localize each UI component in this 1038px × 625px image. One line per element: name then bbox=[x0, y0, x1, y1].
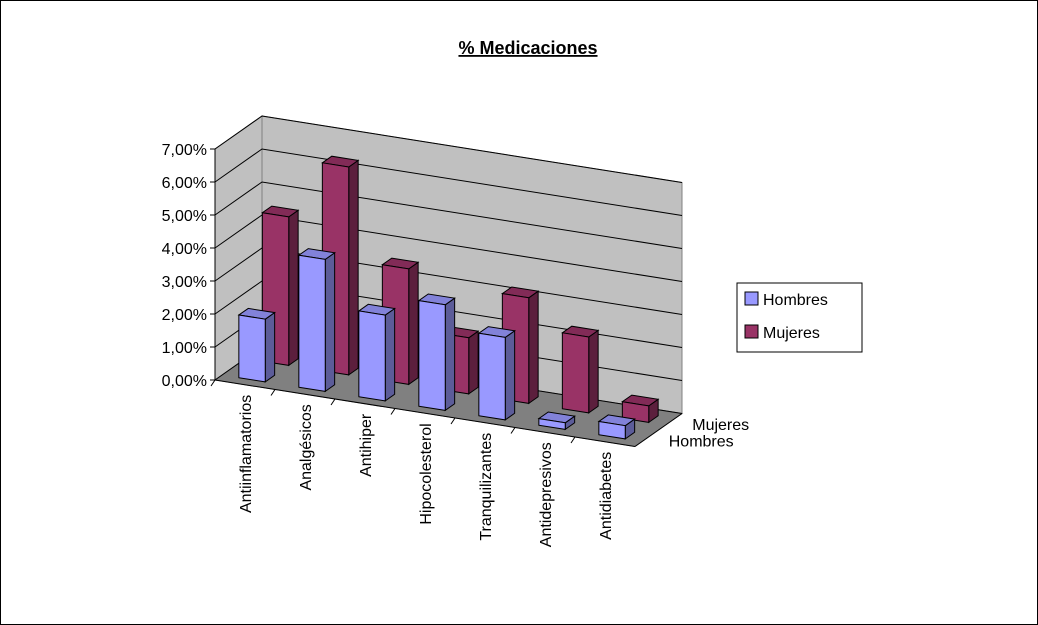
x-tick bbox=[450, 417, 456, 425]
y-tick-label: 2,00% bbox=[162, 307, 207, 324]
bar-side bbox=[468, 330, 479, 395]
x-tick-label: Antihiper bbox=[358, 413, 375, 477]
bar-side bbox=[324, 251, 336, 393]
chart-title: % Medicaciones bbox=[458, 38, 597, 58]
legend-swatch bbox=[744, 291, 759, 306]
grid-line bbox=[214, 115, 683, 183]
x-tick bbox=[570, 436, 576, 444]
y-tick-label: 3,00% bbox=[162, 274, 207, 291]
grid-line bbox=[214, 181, 683, 249]
x-tick-label: Tranquilizantes bbox=[478, 433, 495, 541]
bar-front bbox=[538, 418, 566, 430]
x-tick-label: Hipocolesterol bbox=[418, 423, 435, 524]
bar bbox=[537, 411, 576, 431]
bar bbox=[561, 325, 600, 414]
x-tick bbox=[330, 398, 336, 406]
depth-axis bbox=[634, 413, 683, 447]
y-tick-label: 6,00% bbox=[162, 175, 207, 192]
bar-side bbox=[504, 329, 516, 421]
legend-swatch bbox=[744, 324, 759, 339]
bar-front bbox=[298, 254, 326, 392]
x-tick bbox=[510, 427, 516, 434]
x-tick-label: Antidepresivos bbox=[538, 442, 555, 547]
bar-front bbox=[418, 300, 446, 411]
legend-label: Hombres bbox=[763, 292, 828, 309]
bar-front bbox=[561, 332, 590, 414]
bar bbox=[417, 293, 456, 412]
legend-label: Mujeres bbox=[763, 325, 820, 342]
y-tick-label: 7,00% bbox=[162, 142, 207, 159]
bar-side bbox=[444, 297, 456, 412]
x-tick-label: Antidiabetes bbox=[598, 452, 615, 540]
x-tick bbox=[270, 389, 276, 396]
depth-label: Hombres bbox=[669, 433, 734, 450]
bar-front bbox=[238, 314, 266, 383]
x-tick bbox=[210, 379, 216, 387]
bar-front bbox=[478, 332, 506, 421]
bar bbox=[477, 326, 516, 421]
bar bbox=[297, 248, 336, 393]
x-tick bbox=[390, 408, 396, 415]
y-tick-label: 5,00% bbox=[162, 208, 207, 225]
y-tick-label: 1,00% bbox=[162, 340, 207, 357]
depth-label: Mujeres bbox=[692, 417, 749, 434]
bar bbox=[621, 394, 660, 424]
x-tick-label: Analgésicos bbox=[298, 404, 315, 490]
bar-side bbox=[264, 311, 276, 383]
grid-line bbox=[214, 148, 683, 216]
bar bbox=[237, 307, 276, 383]
bar-front bbox=[621, 401, 650, 423]
bar bbox=[357, 303, 396, 402]
y-tick-label: 4,00% bbox=[162, 241, 207, 258]
bar-front bbox=[358, 310, 386, 402]
bar-side bbox=[348, 159, 359, 376]
bar-side bbox=[288, 209, 299, 367]
y-tick-label: 0,00% bbox=[162, 373, 207, 390]
bar bbox=[597, 414, 636, 440]
x-axis bbox=[214, 379, 636, 447]
bar-side bbox=[384, 307, 396, 402]
bar-side bbox=[408, 261, 419, 386]
bar-front bbox=[598, 420, 626, 440]
bar-side bbox=[528, 290, 539, 405]
x-tick-label: Antiinflamatorios bbox=[238, 395, 255, 513]
bar-side bbox=[588, 329, 599, 414]
